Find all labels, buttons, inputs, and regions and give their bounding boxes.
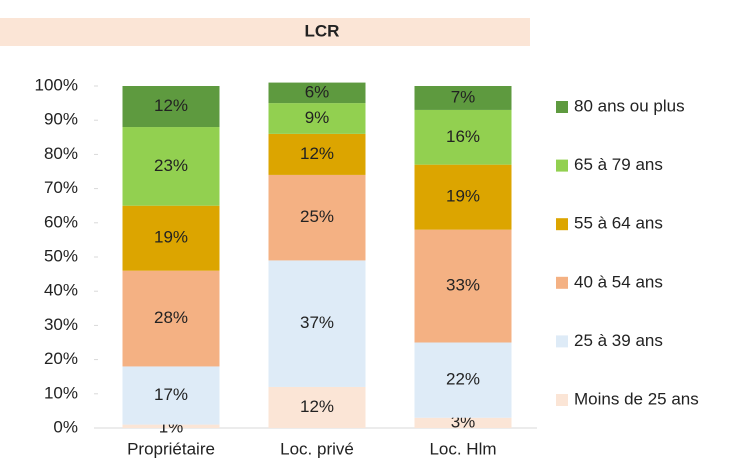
bar-segment: [122, 205, 220, 271]
bar-segment: [122, 270, 220, 367]
legend-label: 40 à 54 ans: [574, 272, 663, 291]
title-box: [0, 18, 530, 46]
value-label: 19%: [154, 228, 188, 247]
y-tick-label: 40%: [44, 281, 78, 300]
bar-segment: [414, 229, 512, 343]
legend-label: 80 ans ou plus: [574, 96, 685, 115]
bar-segment: [268, 260, 366, 387]
value-label: 17%: [154, 385, 188, 404]
legend-swatch: [556, 101, 568, 113]
legend-label: Moins de 25 ans: [574, 389, 699, 408]
value-label: 6%: [305, 82, 330, 101]
bar-segment: [414, 342, 512, 418]
bar-segment: [122, 424, 220, 428]
legend-label: 25 à 39 ans: [574, 331, 663, 350]
legend-label: 65 à 79 ans: [574, 155, 663, 174]
bar-segment: [268, 82, 366, 104]
value-label: 12%: [300, 144, 334, 163]
y-tick-label: 20%: [44, 349, 78, 368]
y-tick-label: 70%: [44, 178, 78, 197]
value-label: 19%: [446, 187, 480, 206]
bar-segment: [268, 133, 366, 175]
y-tick-label: 10%: [44, 383, 78, 402]
bar-segment: [122, 86, 220, 128]
x-tick-label: Loc. privé: [280, 439, 354, 458]
value-label: 12%: [154, 96, 188, 115]
value-label: 25%: [300, 207, 334, 226]
value-label: 16%: [446, 127, 480, 146]
bar-segment: [414, 109, 512, 165]
value-label: 37%: [300, 313, 334, 332]
bar-segment: [414, 86, 512, 110]
value-label: 7%: [451, 87, 476, 106]
legend-swatch: [556, 276, 568, 289]
bar-segment: [414, 164, 512, 230]
x-tick-label: Loc. Hlm: [429, 439, 496, 458]
value-label: 12%: [300, 397, 334, 416]
chart-title: LCR: [305, 21, 340, 40]
y-tick-label: 50%: [44, 246, 78, 265]
value-label: 23%: [154, 156, 188, 175]
legend-swatch: [556, 218, 568, 231]
value-label: 28%: [154, 308, 188, 327]
legend-swatch: [556, 394, 568, 406]
y-tick-label: 90%: [44, 110, 78, 129]
value-label: 9%: [305, 108, 330, 127]
y-tick-label: 80%: [44, 144, 78, 163]
legend-swatch: [556, 159, 568, 172]
bar-segment: [122, 366, 220, 425]
y-tick-label: 30%: [44, 315, 78, 334]
bar-segment: [122, 127, 220, 206]
y-tick-label: 0%: [53, 417, 78, 436]
y-tick-label: 60%: [44, 212, 78, 231]
value-label: 22%: [446, 370, 480, 389]
legend-swatch: [556, 335, 568, 348]
bar-segment: [414, 417, 512, 428]
x-tick-label: Propriétaire: [127, 439, 215, 458]
legend-label: 55 à 64 ans: [574, 214, 663, 233]
y-tick-label: 100%: [35, 75, 78, 94]
value-label: 33%: [446, 276, 480, 295]
bar-segment: [268, 174, 366, 261]
bar-segment: [268, 386, 366, 428]
bar-segment: [268, 103, 366, 134]
